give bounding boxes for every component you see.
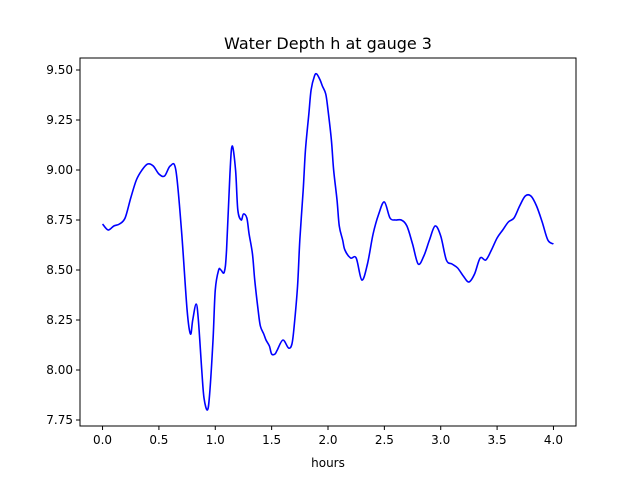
x-tick-label: 1.5	[262, 433, 281, 447]
x-tick-label: 2.5	[375, 433, 394, 447]
x-axis-label: hours	[311, 456, 345, 470]
x-tick-label: 1.0	[206, 433, 225, 447]
plot-area-frame	[79, 57, 577, 427]
y-tick-label: 9.00	[46, 163, 73, 177]
x-tick-label: 3.5	[488, 433, 507, 447]
y-tick-label: 8.75	[46, 213, 73, 227]
y-tick-label: 9.25	[46, 113, 73, 127]
y-tick-label: 8.50	[46, 263, 73, 277]
chart-title: Water Depth h at gauge 3	[224, 34, 432, 53]
y-tick-label: 8.25	[46, 313, 73, 327]
y-tick-label: 8.00	[46, 363, 73, 377]
x-tick-label: 0.5	[149, 433, 168, 447]
y-axis-ticks: 7.75 8.00 8.25 8.50 8.75 9.00 9.25 9.50	[46, 63, 80, 427]
x-tick-label: 0.0	[93, 433, 112, 447]
x-tick-label: 2.0	[318, 433, 337, 447]
y-tick-label: 9.50	[46, 63, 73, 77]
x-tick-label: 4.0	[544, 433, 563, 447]
x-tick-label: 3.0	[431, 433, 450, 447]
y-tick-label: 7.75	[46, 413, 73, 427]
x-axis-ticks: 0.0 0.5 1.0 1.5 2.0 2.5 3.0 3.5 4.0	[93, 426, 563, 447]
series-line	[101, 72, 554, 411]
